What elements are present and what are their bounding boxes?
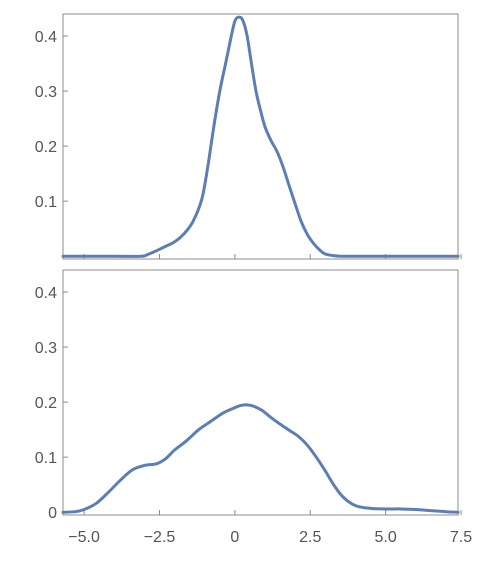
y-tick-label: 0.4 [35, 285, 57, 302]
y-tick-label: 0.2 [35, 139, 57, 156]
x-tick-label: 7.5 [450, 529, 472, 546]
y-tick-label: 0 [48, 505, 57, 522]
y-tick-label: 0.2 [35, 395, 57, 412]
plot-frame [62, 269, 459, 516]
x-tick-label: −5.0 [68, 529, 100, 546]
y-tick-label: 0.3 [35, 340, 57, 357]
x-tick-label: 5.0 [375, 529, 397, 546]
plot-frame [62, 13, 459, 260]
x-tick-label: 0 [230, 529, 239, 546]
density-curve [61, 15, 460, 258]
y-tick-label: 0.1 [35, 194, 57, 211]
upper-density-panel: 0.1 0.2 0.3 0.4 [35, 13, 462, 260]
density-curve [61, 403, 460, 514]
y-tick-label: 0.1 [35, 450, 57, 467]
y-tick-label: 0.4 [35, 29, 57, 46]
x-tick-label: −2.5 [144, 529, 176, 546]
lower-density-panel: 0 0.1 0.2 0.3 0.4 −5.0 −2.5 0 2.5 5.0 7.5 [35, 269, 472, 546]
x-tick-label: 2.5 [299, 529, 321, 546]
y-tick-label: 0.3 [35, 84, 57, 101]
